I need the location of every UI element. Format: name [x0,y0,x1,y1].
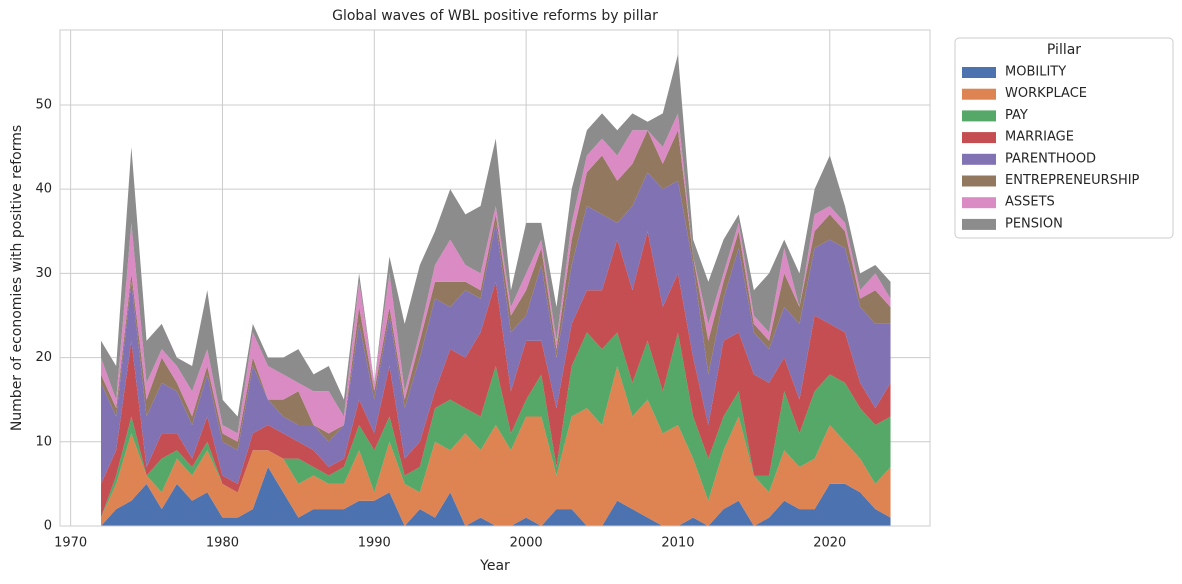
legend-label: WORKPLACE [1005,86,1087,101]
legend-label: MARRIAGE [1005,130,1074,145]
legend-label: ENTREPRENEURSHIP [1005,173,1140,188]
x-tick-label: 1990 [358,536,391,551]
legend-swatch [962,132,996,144]
y-tick-label: 50 [35,97,52,112]
y-tick-label: 30 [35,266,52,281]
y-tick-label: 0 [44,519,52,534]
x-axis-label: Year [479,558,510,574]
legend-title: Pillar [1047,42,1081,58]
legend-swatch [962,197,996,209]
legend-box [954,37,1174,239]
y-tick-label: 10 [35,434,52,449]
legend-label: PENSION [1005,216,1063,231]
legend: Pillar MOBILITY WORKPLACE PAY MARRIAGE PARENT… [954,37,1174,239]
x-tick-label: 1980 [206,536,239,551]
legend-label: PAY [1005,108,1028,123]
chart-title: Global waves of WBL positive reforms by … [332,8,658,24]
legend-swatch [962,218,996,230]
x-tick-label: 2020 [813,536,846,551]
legend-swatch [962,110,996,122]
x-tick-label: 2010 [661,536,694,551]
area [100,467,891,526]
area [100,366,891,526]
legend-swatch [962,67,996,78]
x-tick-label: 2000 [510,536,543,551]
area [100,172,891,484]
y-tick-label: 40 [35,182,52,197]
legend-label: MOBILITY [1005,65,1066,80]
x-tick-label: 1970 [54,536,87,551]
y-tick-label: 20 [35,350,52,365]
plot-frame [59,29,931,527]
legend-swatch [962,153,996,165]
area [100,231,891,518]
legend-label: PARENTHOOD [1005,151,1096,166]
legend-swatch [962,175,996,187]
legend-swatch [962,88,996,100]
y-axis-label: Number of economies with positive reform… [9,125,25,431]
legend-label: ASSETS [1005,195,1055,210]
area [100,332,891,518]
